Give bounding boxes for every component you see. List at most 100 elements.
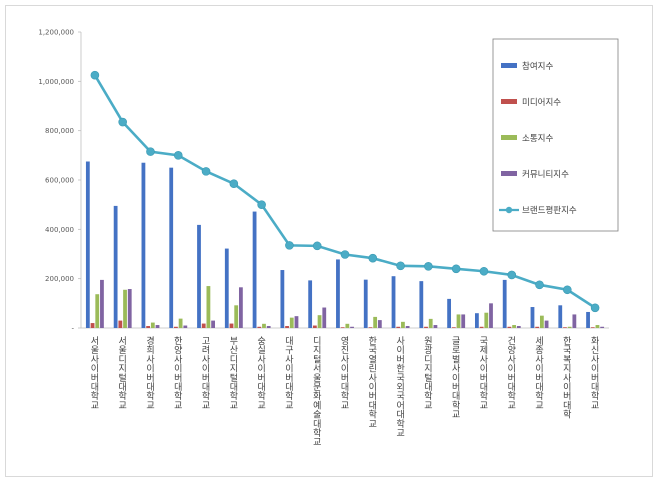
legend-label: 미디어지수 <box>522 97 561 108</box>
bar-series <box>85 161 605 328</box>
bar <box>100 279 104 328</box>
bar <box>155 325 160 328</box>
line-point <box>563 285 572 295</box>
bar <box>336 259 340 328</box>
bar <box>507 326 512 328</box>
bar <box>95 294 100 328</box>
bar <box>373 316 378 328</box>
legend-swatch <box>501 63 517 68</box>
legend-label: 커뮤니티지수 <box>522 169 569 180</box>
line-point <box>257 200 266 209</box>
bar <box>317 315 322 328</box>
line-point <box>312 241 322 251</box>
bar <box>567 326 572 328</box>
bar <box>535 326 540 328</box>
bar <box>289 317 294 328</box>
line-point <box>229 179 239 188</box>
category-labels: 서 울 사 이 버 대 학 교 서 울 디 지 털 대 학 교 경 희 사 이 버 대 학 교 한 양 사 이 버 대 학 교 고 려 사 이 버 대 학 교… <box>91 335 600 448</box>
bar <box>224 248 229 328</box>
bar <box>262 323 266 328</box>
bar <box>363 279 368 328</box>
bar <box>146 326 151 328</box>
line-point <box>535 280 544 290</box>
bar <box>563 327 567 328</box>
bar <box>266 326 271 328</box>
bar <box>572 314 577 328</box>
bar <box>433 325 438 328</box>
bar <box>178 318 183 328</box>
brand-reputation-chart: - 200,000 400,000 600,000 800,000 1,000,000 1,… <box>38 29 619 448</box>
bar <box>85 161 90 328</box>
line-point <box>118 117 127 127</box>
bar <box>90 323 95 328</box>
bar <box>424 326 428 328</box>
line-point <box>173 151 183 160</box>
legend-swatch <box>501 99 517 104</box>
line-point <box>479 266 489 276</box>
bar <box>308 280 313 328</box>
bar <box>489 303 493 328</box>
bar <box>600 326 605 328</box>
legend-label: 참여지수 <box>522 61 553 72</box>
bar <box>322 307 327 328</box>
bar <box>451 327 456 328</box>
bar <box>234 305 239 328</box>
bar <box>396 326 401 328</box>
bar <box>345 323 350 328</box>
bar <box>285 326 289 328</box>
line-point <box>201 167 211 176</box>
y-tick-label: 600,000 <box>45 177 74 185</box>
bar <box>447 298 452 328</box>
line-point <box>396 261 405 271</box>
bar <box>405 326 410 328</box>
legend-swatch <box>501 171 517 176</box>
bar <box>174 326 178 328</box>
y-tick-label: 800,000 <box>45 127 74 135</box>
y-tick-label: 200,000 <box>45 275 74 283</box>
bar <box>544 320 549 328</box>
legend-swatch <box>501 135 517 140</box>
bar <box>183 325 188 328</box>
bar <box>461 314 466 328</box>
bar <box>428 318 433 328</box>
bar <box>340 327 345 328</box>
bar <box>456 314 461 328</box>
legend-swatch <box>505 206 513 214</box>
chart-frame: - 200,000 400,000 600,000 800,000 1,000,000 1,… <box>5 5 653 477</box>
bar <box>590 327 595 328</box>
bar <box>474 313 479 328</box>
bar <box>479 326 484 328</box>
bar <box>368 327 373 328</box>
line-point <box>590 303 600 313</box>
bar <box>586 311 590 328</box>
bar <box>294 316 299 328</box>
line-point <box>90 70 100 80</box>
bar <box>229 323 234 328</box>
y-tick-label: 400,000 <box>45 226 74 234</box>
bar <box>595 325 600 328</box>
bar <box>141 162 146 328</box>
bar <box>280 270 285 328</box>
bar <box>512 325 516 328</box>
line-point <box>285 241 294 250</box>
line-point <box>507 270 517 280</box>
bar <box>312 325 317 328</box>
bar <box>211 320 216 328</box>
bar <box>419 281 424 328</box>
bar <box>238 287 243 328</box>
legend-label: 소통지수 <box>522 134 553 144</box>
y-tick-label: - <box>71 325 74 333</box>
